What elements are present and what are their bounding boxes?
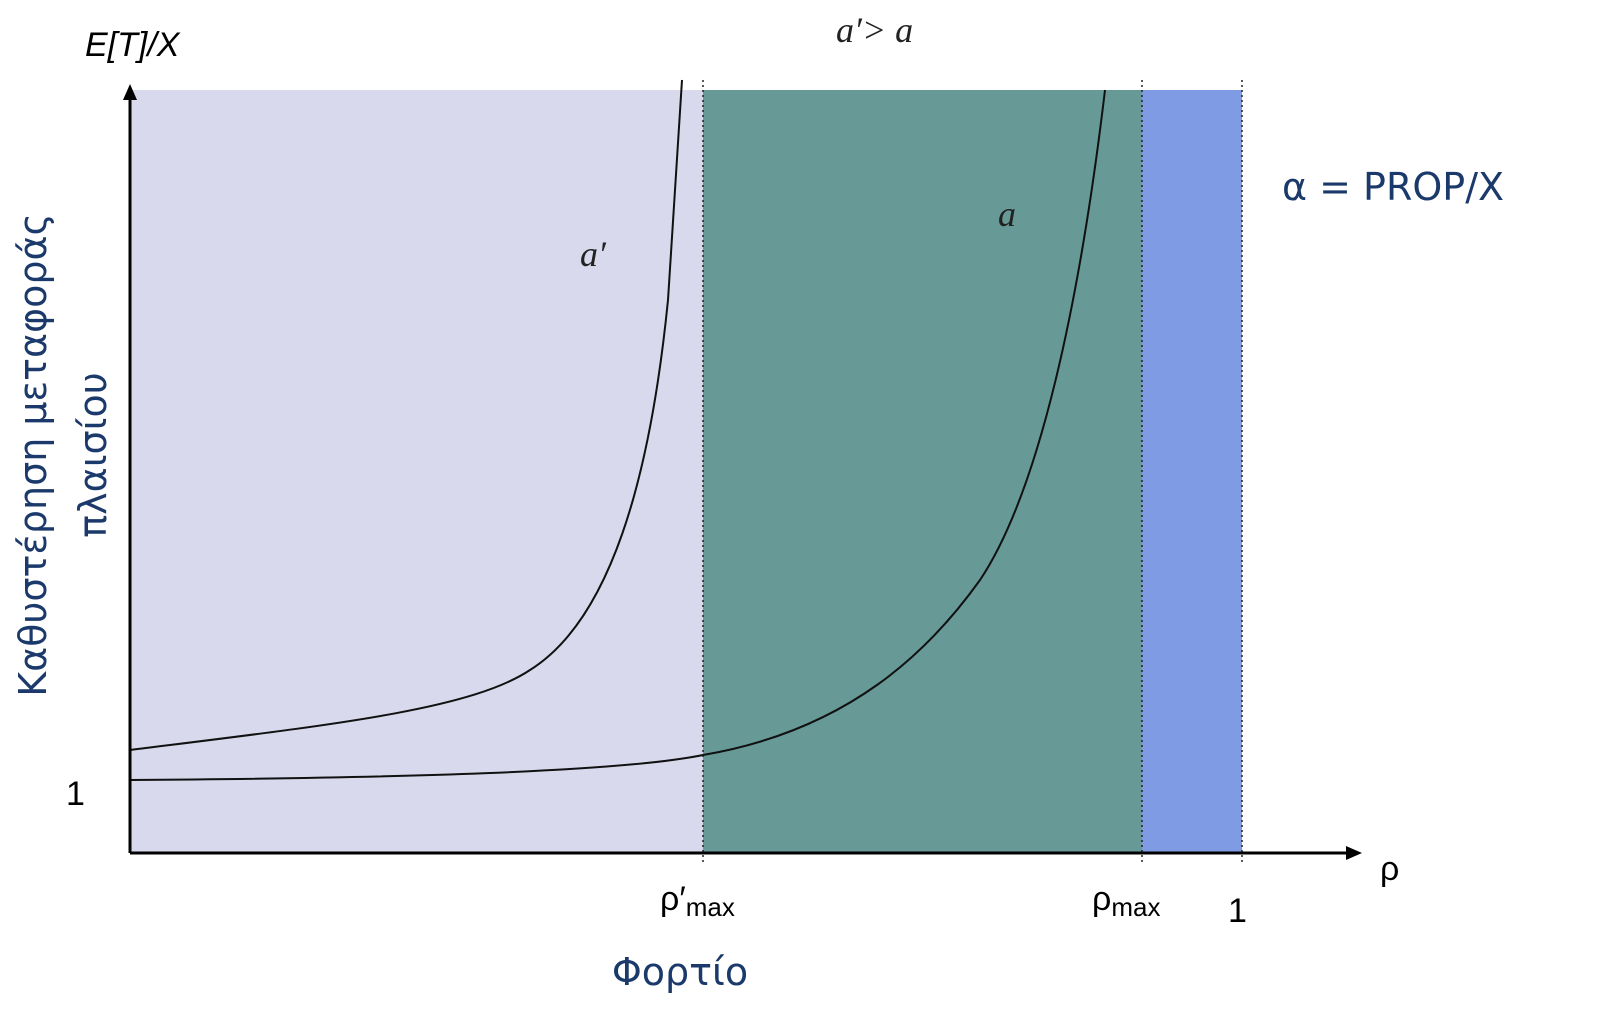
y-arrow: [123, 84, 137, 100]
marker-subscript: max: [1111, 892, 1160, 922]
region-stable-a: [703, 90, 1142, 853]
alpha-annotation: α = PROP/X: [1282, 165, 1504, 209]
curve-a-prime: [129, 79, 683, 751]
region-unreachable: [1142, 90, 1242, 853]
y-axis-label: E[T]/X: [85, 26, 181, 64]
y-one: 1: [66, 775, 85, 813]
axes: [123, 84, 1362, 860]
x-marker: ρ′max: [660, 880, 735, 922]
curve-label: a′: [580, 234, 607, 274]
y-title-line: Καθυστέρηση μεταφοράς: [11, 213, 55, 697]
x-marker: ρmax: [1092, 880, 1160, 922]
x-axis-label: ρ: [1380, 850, 1399, 888]
x-arrow: [1346, 846, 1362, 860]
x-one: 1: [1228, 892, 1247, 930]
region-stable-both: [130, 90, 703, 853]
curve-label: a: [998, 194, 1016, 234]
marker-symbol: ρ: [1092, 880, 1111, 918]
x-title: Φορτίο: [612, 950, 748, 994]
marker-symbol: ρ′: [660, 880, 686, 918]
top-annotation: a′> a: [836, 10, 913, 50]
dividers: [702, 80, 1243, 865]
curve-a: [129, 89, 1106, 781]
y-title-line: πλαισίου: [71, 372, 115, 537]
marker-subscript: max: [686, 892, 735, 922]
